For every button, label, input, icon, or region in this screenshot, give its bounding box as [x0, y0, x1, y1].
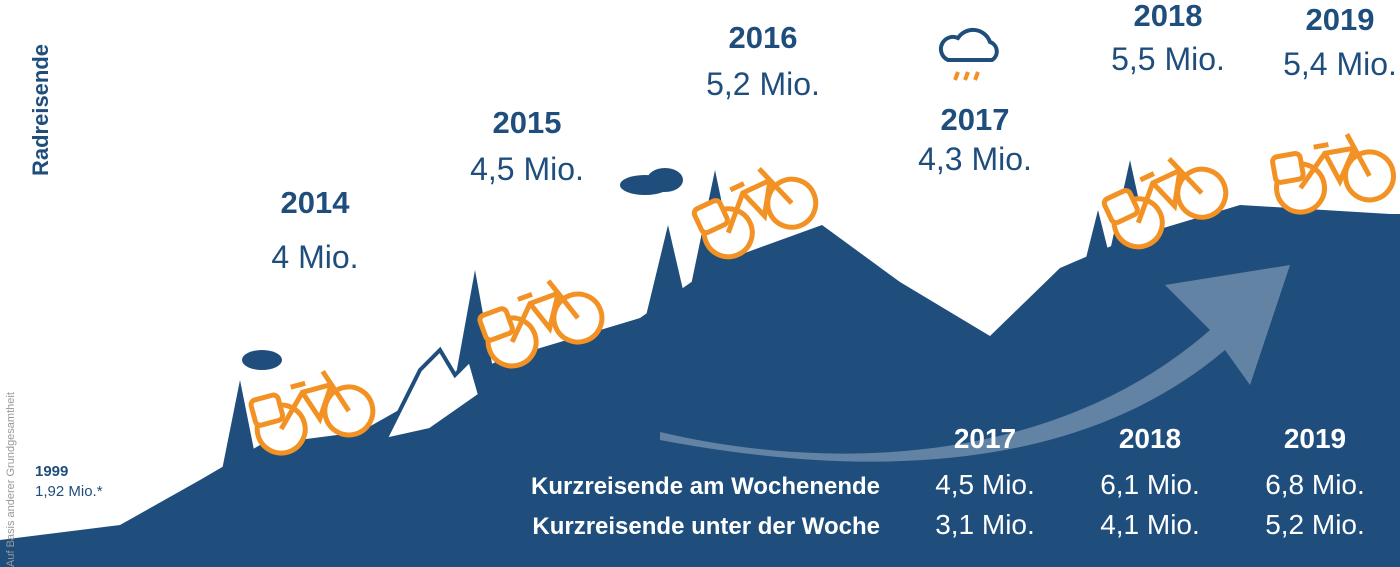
- start-value: 1,92 Mio.*: [35, 483, 103, 500]
- bag: [477, 306, 515, 343]
- mountain: [0, 205, 1400, 567]
- bag: [691, 198, 730, 236]
- year-value: 5,4 Mio.: [1283, 46, 1397, 82]
- cell: 6,1 Mio.: [1100, 469, 1200, 500]
- year-value: 5,2 Mio.: [706, 66, 820, 102]
- bike: [1270, 133, 1396, 215]
- year: 2018: [1134, 0, 1203, 33]
- cell: 3,1 Mio.: [935, 509, 1035, 540]
- bike: [1101, 157, 1229, 250]
- table-header: 2017: [954, 423, 1016, 454]
- year: 2015: [493, 105, 562, 140]
- y-label: Radreisende: [28, 44, 53, 176]
- cell: 4,1 Mio.: [1100, 509, 1200, 540]
- frame: [279, 369, 351, 431]
- frame: [1298, 133, 1372, 190]
- bag: [1101, 188, 1140, 226]
- clouds: [242, 168, 683, 370]
- bag: [248, 392, 286, 428]
- year-value: 5,5 Mio.: [1111, 41, 1225, 77]
- year: 2019: [1306, 2, 1375, 37]
- cell: 4,5 Mio.: [935, 469, 1035, 500]
- frame: [509, 279, 580, 344]
- row-label: Kurzreisende am Wochenende: [531, 473, 880, 500]
- rocks: [381, 346, 483, 443]
- bike: [691, 167, 819, 260]
- year: 2014: [281, 185, 351, 220]
- footnote: Auf Basis anderer Grundgesamtheit: [5, 392, 17, 567]
- start-year: 1999: [35, 463, 68, 480]
- year: 2017: [941, 102, 1010, 137]
- year-value: 4 Mio.: [271, 239, 358, 275]
- rain-cloud: [938, 27, 999, 81]
- table-header: 2018: [1119, 423, 1181, 454]
- cell: 6,8 Mio.: [1265, 469, 1365, 500]
- frame: [1135, 157, 1204, 224]
- row-label: Kurzreisende unter der Woche: [532, 513, 880, 540]
- year-value: 4,5 Mio.: [470, 151, 584, 187]
- bike: [248, 369, 376, 456]
- year-value: 4,3 Mio.: [918, 141, 1032, 177]
- bikes: [248, 133, 1396, 456]
- table-header: 2019: [1284, 423, 1346, 454]
- year: 2016: [729, 20, 798, 55]
- bike: [477, 279, 605, 369]
- wheel: [322, 384, 376, 438]
- cell: 5,2 Mio.: [1265, 509, 1365, 540]
- arrow: [660, 265, 1290, 462]
- bag: [1270, 151, 1306, 185]
- frame: [725, 167, 794, 234]
